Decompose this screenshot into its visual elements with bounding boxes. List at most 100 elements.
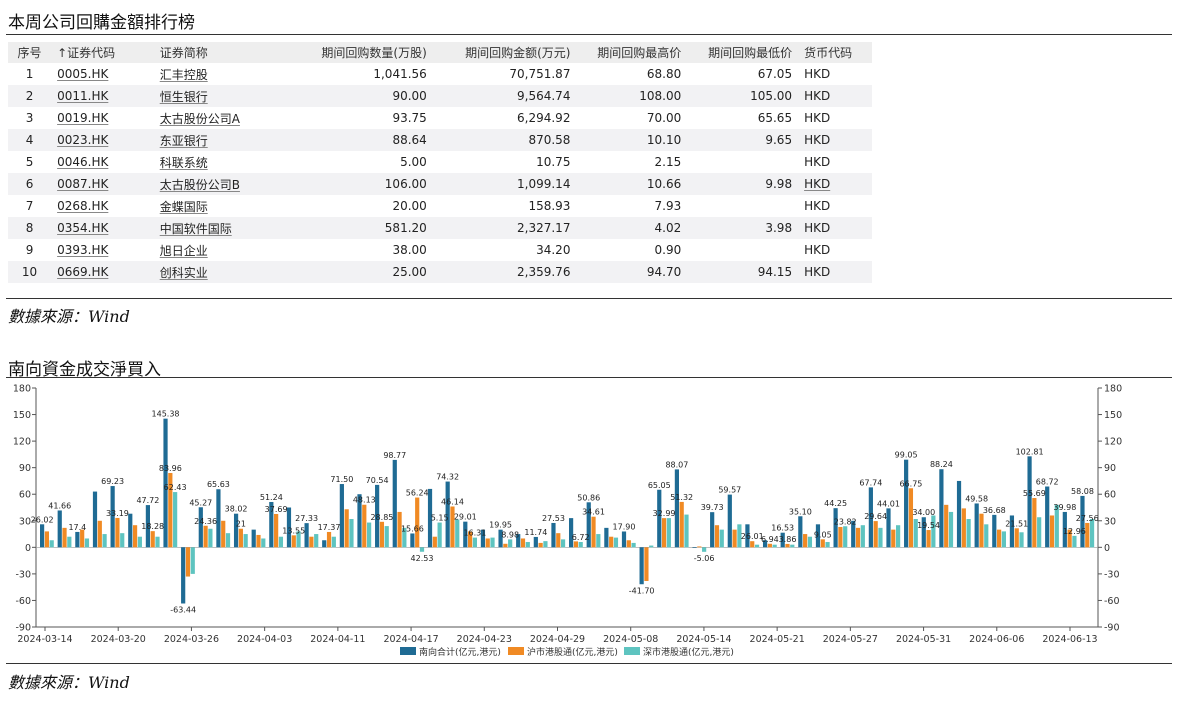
bar-series-2 [67,536,72,548]
cell-quantity: 88.64 [299,129,433,151]
cell-code[interactable]: 0005.HK [57,67,109,81]
cell-name[interactable]: 中国软件国际 [153,217,300,239]
bar-series-1 [644,547,649,581]
bar-series-0 [410,533,415,548]
header-code[interactable]: ↑证券代码 [51,42,154,63]
cell-code[interactable]: 0019.HK [57,111,109,125]
cell-high-price: 10.10 [576,129,688,151]
data-label: 16.53 [771,524,794,533]
bar-series-0 [1080,495,1085,548]
bar-series-0 [304,523,309,548]
cell-name[interactable]: 金蝶国际 [159,199,208,214]
bar-series-0 [833,508,838,548]
data-label: 6.94 [761,535,779,544]
cell-amount: 1,099.14 [432,173,577,195]
cell-amount: 10.75 [536,155,571,169]
data-label: 9.05 [814,530,832,539]
bar-series-2 [560,539,566,548]
cell-name[interactable]: 太古股份公司A [159,111,240,126]
cell-name[interactable]: 创科实业 [153,261,300,283]
bar-series-1 [415,497,420,548]
x-tick-label: 2024-03-14 [17,634,72,645]
cell-name[interactable]: 太古股份公司B [153,173,300,195]
cell-name[interactable]: 东亚银行 [153,129,300,151]
bar-series-0 [533,536,538,548]
cell-name[interactable]: 汇丰控股 [159,67,208,82]
y-tick-label-right: 90 [1104,463,1116,474]
bar-series-1 [944,504,949,548]
cell-name[interactable]: 科联系统 [159,155,208,170]
bar-series-0 [357,494,362,548]
cell-currency: HKD [804,111,831,125]
bar-series-1 [961,508,966,548]
cell-high-price: 7.93 [654,199,682,213]
cell-code[interactable]: 0669.HK [51,261,154,283]
y-tick-label-left: 180 [13,384,31,395]
bar-series-1 [520,538,526,548]
data-label: 70.54 [366,476,389,485]
bar-series-2 [843,526,848,548]
cell-code[interactable]: 0023.HK [51,129,154,151]
bar-series-1 [1032,498,1037,548]
bar-series-1 [803,534,808,548]
cell-name[interactable]: 恒生银行 [153,85,300,107]
bar-series-0 [392,459,397,548]
cell-amount: 34.20 [536,243,571,257]
cell-code[interactable]: 0046.HK [57,155,109,169]
bar-series-1 [168,473,173,548]
x-tick-label: 2024-04-23 [457,634,512,645]
bar-series-0 [868,487,873,548]
bar-series-2 [719,529,724,548]
cell-code[interactable]: 0268.HK [57,199,109,213]
cell-rank: 1 [25,67,34,81]
header-name[interactable]: 证券简称 [153,42,300,63]
header-quantity[interactable]: 期间回购数量(万股) [299,42,433,63]
data-label: 88.24 [930,460,953,469]
chart-source-note: 數據來源：Wind [8,673,130,692]
bar-series-0 [498,529,503,548]
data-label: -5.06 [694,554,715,563]
data-label: 51.32 [670,493,693,502]
y-tick-label-left: 0 [25,543,31,554]
bar-series-0 [216,489,221,548]
legend-swatch [400,647,416,655]
bar-series-1 [397,511,402,548]
bar-series-1 [626,540,631,548]
bar-series-1 [468,531,473,548]
bar-series-1 [697,546,702,548]
data-label: 55.69 [1023,489,1046,498]
data-label: 68.72 [1036,478,1059,487]
data-label: 19.95 [489,521,512,530]
header-currency[interactable]: 货币代码 [798,42,872,63]
y-tick-label-left: 60 [19,490,31,501]
cell-amount: 870.58 [432,129,577,151]
cell-low-price: 105.00 [687,85,799,107]
chart-title-rule [6,377,1172,378]
table-row: 4 0023.HK 东亚银行 88.64 870.58 10.10 9.65 HKD [8,129,872,151]
table-section-title: 本周公司回購金額排行榜 [8,13,195,33]
header-low-price[interactable]: 期间回购最低价 [687,42,799,63]
bar-series-1 [732,529,737,548]
bar-series-0 [956,480,962,548]
data-label: 28.85 [370,513,393,522]
header-high-price[interactable]: 期间回购最高价 [576,42,688,63]
cell-name[interactable]: 旭日企业 [159,243,208,258]
cell-code[interactable]: 0087.HK [51,173,154,195]
header-rank[interactable]: 序号 [8,42,52,63]
cell-code[interactable]: 0393.HK [57,243,109,257]
cell-currency: HKD [798,85,872,107]
bar-series-2 [702,547,707,552]
bar-series-2 [1072,535,1077,548]
header-amount[interactable]: 期间回购金额(万元) [432,42,577,63]
bar-series-0 [639,547,644,585]
cell-code[interactable]: 0011.HK [51,85,154,107]
bar-series-2 [261,538,266,548]
cell-currency: HKD [798,129,872,151]
bar-series-2 [208,528,213,548]
data-label: 69.23 [101,477,124,486]
bar-series-2 [790,544,795,548]
cell-quantity: 581.20 [299,217,433,239]
y-tick-label-right: 120 [1104,437,1122,448]
cell-code[interactable]: 0354.HK [51,217,154,239]
cell-rank: 9 [25,243,34,257]
